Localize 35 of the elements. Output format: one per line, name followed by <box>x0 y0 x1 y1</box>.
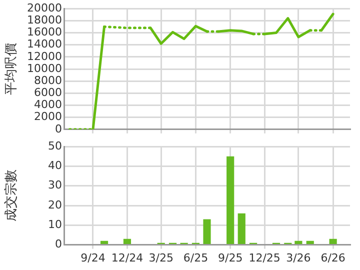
x-tick-label: 3/25 <box>148 251 174 264</box>
y-tick-label: 0 <box>55 122 62 136</box>
y-tick-label: 6000 <box>34 86 62 100</box>
x-tick-label: 6/26 <box>320 251 346 264</box>
y-tick-label: 20 <box>48 198 62 212</box>
y-tick-label: 2000 <box>34 110 62 124</box>
bar <box>329 238 337 244</box>
x-tick-label: 12/24 <box>111 251 144 264</box>
y-tick-label: 10000 <box>27 62 62 75</box>
x-tick-label: 3/26 <box>286 251 311 264</box>
bar <box>226 156 234 244</box>
bar <box>123 238 132 244</box>
y-tick-label: 16000 <box>27 26 62 39</box>
bar <box>294 240 302 244</box>
y-tick-label: 30 <box>48 178 62 192</box>
x-tick-label: 9/25 <box>218 251 243 264</box>
y-tick-label: 20000 <box>27 1 62 14</box>
bar <box>203 219 211 244</box>
x-tick-label: 9/24 <box>80 251 106 264</box>
y-tick-label: 4000 <box>34 98 62 112</box>
y-tick-label: 8000 <box>34 74 62 87</box>
bar <box>100 240 108 244</box>
y-axis-title: 平均呎價 <box>4 43 20 95</box>
y-tick-label: 18000 <box>27 14 62 27</box>
bar <box>306 240 314 244</box>
y-tick-label: 10 <box>48 218 62 232</box>
y-axis-title: 成交宗數 <box>3 170 20 222</box>
bar <box>238 213 246 244</box>
y-tick-label: 14000 <box>27 38 62 51</box>
y-tick-label: 12000 <box>27 50 62 63</box>
y-tick-label: 40 <box>48 159 62 172</box>
y-tick-label: 0 <box>55 238 62 251</box>
x-tick-label: 6/25 <box>183 251 208 264</box>
x-tick-label: 12/25 <box>248 251 280 264</box>
y-tick-label: 50 <box>48 139 62 152</box>
